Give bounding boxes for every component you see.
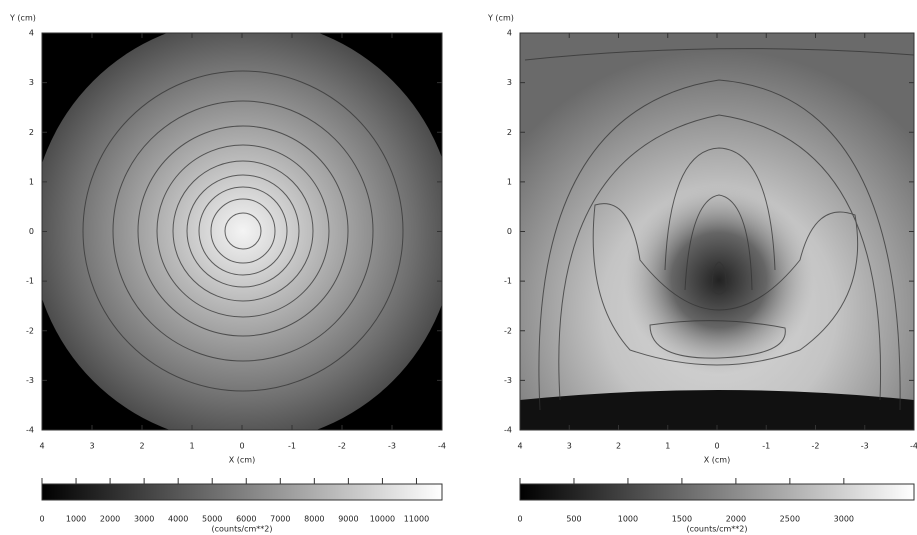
y-tick-label: 3 <box>29 78 34 87</box>
x-tick-label: 1 <box>189 442 194 451</box>
y-tick-label: 0 <box>29 227 34 236</box>
y-tick-label: 1 <box>507 177 512 186</box>
y-tick-label: -3 <box>504 376 512 385</box>
x-tick-label: 3 <box>89 442 94 451</box>
colorbar-tick-label: 8000 <box>304 515 324 524</box>
colorbar-tick-label: 1000 <box>66 515 86 524</box>
x-axis-label: X (cm) <box>704 456 730 465</box>
colorbar-tick-label: 9000 <box>338 515 358 524</box>
y-tick-label: -3 <box>26 376 34 385</box>
y-tick-label: -2 <box>26 326 34 335</box>
x-tick-label: -1 <box>288 442 296 451</box>
colorbar-tick-label: 1500 <box>672 515 692 524</box>
x-tick-label: 4 <box>517 442 522 451</box>
colorbar-tick-label: 1000 <box>618 515 638 524</box>
y-tick-label: 2 <box>507 128 512 137</box>
colorbar-tick-label: 2000 <box>100 515 120 524</box>
y-tick-label: -4 <box>504 426 512 435</box>
x-tick-label: 0 <box>239 442 244 451</box>
colorbar-tick-label: 4000 <box>168 515 188 524</box>
x-tick-label: 2 <box>616 442 621 451</box>
x-tick-label: -3 <box>388 442 396 451</box>
y-tick-label: 1 <box>29 177 34 186</box>
y-tick-label: 4 <box>29 29 34 38</box>
x-tick-label: -2 <box>338 442 346 451</box>
colorbar-tick-label: 6000 <box>236 515 256 524</box>
x-tick-label: -3 <box>861 442 869 451</box>
y-tick-label: 4 <box>507 29 512 38</box>
y-tick-label: 0 <box>507 227 512 236</box>
colorbar-tick-label: 0 <box>39 515 44 524</box>
y-tick-label: -1 <box>26 277 34 286</box>
y-tick-label: 3 <box>507 78 512 87</box>
x-tick-label: 4 <box>39 442 44 451</box>
colorbar-tick-label: 10000 <box>370 515 395 524</box>
colorbar-tick-label: 5000 <box>202 515 222 524</box>
y-tick-label: 2 <box>29 128 34 137</box>
colorbar <box>519 483 915 501</box>
y-axis-label: Y (cm) <box>9 14 36 23</box>
x-tick-label: 3 <box>567 442 572 451</box>
colorbar <box>41 483 443 501</box>
colorbar-tick-label: 3000 <box>134 515 154 524</box>
x-tick-label: -4 <box>910 442 917 451</box>
x-tick-label: -4 <box>438 442 446 451</box>
colorbar-tick-label: 2500 <box>780 515 800 524</box>
colorbar-tick-label: 7000 <box>270 515 290 524</box>
colorbar-tick-label: 2000 <box>726 515 746 524</box>
x-tick-label: -1 <box>762 442 770 451</box>
x-tick-label: 2 <box>139 442 144 451</box>
y-tick-label: -2 <box>504 326 512 335</box>
x-tick-label: 0 <box>714 442 719 451</box>
colorbar-label: (counts/cm**2) <box>212 525 273 534</box>
x-tick-label: 1 <box>665 442 670 451</box>
y-tick-label: -1 <box>504 277 512 286</box>
colorbar-tick-label: 0 <box>517 515 522 524</box>
x-axis-label: X (cm) <box>229 456 255 465</box>
y-tick-label: -4 <box>26 426 34 435</box>
colorbar-tick-label: 500 <box>566 515 581 524</box>
left-image <box>42 33 442 430</box>
colorbar-tick-label: 3000 <box>834 515 854 524</box>
x-tick-label: -2 <box>812 442 820 451</box>
colorbar-label: (counts/cm**2) <box>687 525 748 534</box>
y-axis-label: Y (cm) <box>487 14 514 23</box>
right-image <box>520 33 914 430</box>
colorbar-tick-label: 11000 <box>404 515 429 524</box>
